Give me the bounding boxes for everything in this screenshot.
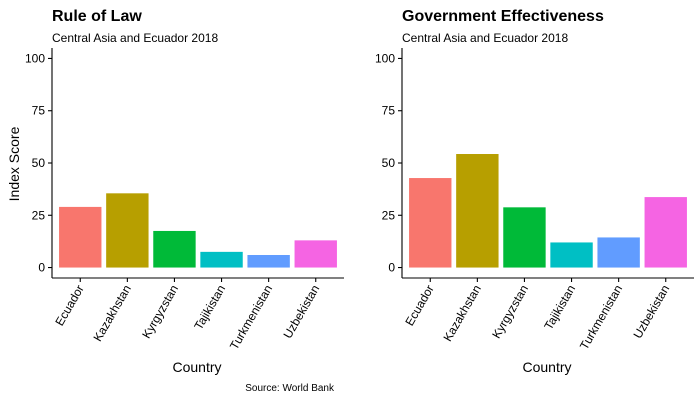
y-tick-label: 75: [32, 104, 46, 118]
rule-of-law-panel: Rule of Law Central Asia and Ecuador 201…: [6, 8, 344, 375]
x-tick-label: Tajikistan: [191, 283, 228, 333]
bar-kyrgyzstan: [503, 207, 546, 268]
bar-ecuador: [59, 206, 102, 268]
x-tick-label: Kyrgyzstan: [489, 283, 531, 341]
bar-turkmenistan: [247, 255, 290, 268]
bar-turkmenistan: [597, 237, 640, 268]
y-tick-label: 75: [382, 104, 396, 118]
y-tick-label: 0: [388, 261, 395, 275]
y-tick-label: 100: [25, 51, 45, 65]
x-tick-label: Tajikistan: [541, 283, 578, 333]
y-tick-label: 25: [382, 208, 396, 222]
x-axis-title: Country: [522, 359, 571, 375]
x-tick-label: Turkmenistan: [227, 283, 275, 353]
government-effectiveness-panel: Government Effectiveness Central Asia an…: [375, 8, 694, 375]
chart-title: Government Effectiveness: [402, 8, 604, 25]
y-tick-label: 100: [375, 51, 395, 65]
plot-area: 0 25 50 75 100 Ecuador Kazakhstan Kyrgyzstan Taj…: [375, 48, 694, 352]
bar-uzbekistan: [294, 240, 337, 268]
bar-kazakhstan: [106, 193, 149, 268]
y-tick-label: 50: [32, 156, 46, 170]
bar-ecuador: [409, 178, 452, 268]
bar-tajikistan: [550, 242, 593, 268]
bar-uzbekistan: [644, 197, 687, 268]
y-axis-title: Index Score: [6, 126, 22, 201]
x-tick-label: Uzbekistan: [631, 283, 673, 341]
x-axis-title: Country: [172, 359, 221, 375]
x-tick-label: Kazakhstan: [90, 283, 133, 344]
x-tick-label: Turkmenistan: [577, 283, 625, 353]
x-tick-label: Uzbekistan: [281, 283, 323, 341]
y-tick-label: 25: [32, 208, 46, 222]
bar-kazakhstan: [456, 154, 499, 268]
plot-area: 0 25 50 75 100 Ecuador Kazakhstan Kyrgyzstan Taj…: [25, 48, 344, 352]
bar-tajikistan: [200, 251, 243, 268]
x-tick-label: Kazakhstan: [440, 283, 483, 344]
chart-subtitle: Central Asia and Ecuador 2018: [402, 31, 568, 45]
y-tick-label: 0: [38, 261, 45, 275]
bar-kyrgyzstan: [153, 230, 196, 268]
chart-title: Rule of Law: [52, 8, 142, 25]
x-tick-label: Ecuador: [402, 283, 436, 329]
source-caption: Source: World Bank: [245, 383, 335, 394]
y-tick-label: 50: [382, 156, 396, 170]
x-tick-label: Kyrgyzstan: [139, 283, 181, 341]
x-tick-label: Ecuador: [52, 283, 86, 329]
chart-subtitle: Central Asia and Ecuador 2018: [52, 31, 218, 45]
